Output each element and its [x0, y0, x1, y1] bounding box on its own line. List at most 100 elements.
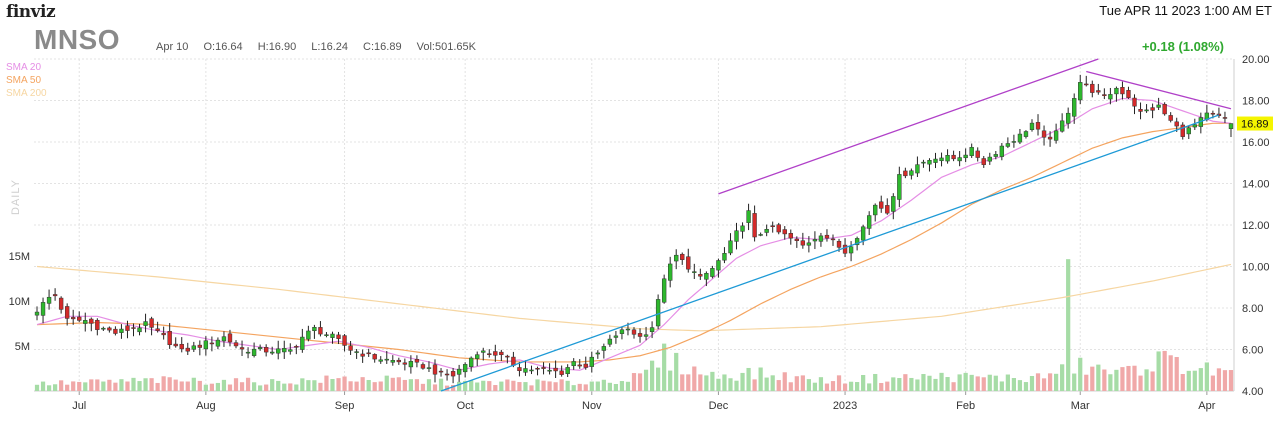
volume-bar	[824, 383, 830, 391]
volume-bar	[432, 384, 438, 391]
candle-body	[167, 330, 172, 345]
volume-bar	[529, 385, 534, 391]
candle-body	[1047, 136, 1053, 140]
volume-bar	[71, 381, 76, 391]
volume-bar	[1090, 366, 1095, 391]
volume-bar	[173, 379, 178, 391]
candle-body	[330, 333, 335, 338]
volume-tick-label: 5M	[15, 341, 30, 353]
candle-body	[173, 343, 178, 347]
volume-bar	[101, 381, 106, 391]
candle-body	[643, 334, 649, 337]
candle-body	[891, 196, 896, 212]
volume-bar	[318, 382, 323, 391]
candle-body	[1102, 94, 1107, 96]
volume-bar	[656, 367, 661, 391]
volume-bar	[294, 384, 299, 391]
volume-bar	[107, 379, 112, 391]
volume-bar	[1222, 370, 1228, 391]
candle-body	[1132, 97, 1137, 107]
candle-body	[1114, 87, 1119, 95]
candle-body	[1162, 104, 1167, 115]
candle-body	[83, 320, 88, 324]
volume-bar	[523, 382, 528, 391]
volume-bar	[354, 381, 359, 391]
high-value: H:16.90	[257, 41, 297, 53]
volume-bar	[185, 381, 190, 391]
candle-body	[613, 335, 619, 338]
candle-body	[529, 369, 534, 372]
volume-bar	[740, 372, 745, 391]
candle-body	[1174, 121, 1179, 127]
y-tick-label: 20.00	[1242, 54, 1270, 66]
volume-bar	[1078, 357, 1083, 391]
candle-body	[107, 327, 112, 331]
candle-body	[155, 328, 160, 331]
volume-bar	[336, 378, 341, 391]
volume-bar	[897, 378, 902, 391]
volume-bar	[963, 372, 968, 391]
volume-bar	[1150, 371, 1155, 391]
candle-body	[794, 238, 799, 241]
candle-body	[149, 318, 154, 328]
volume-bar	[933, 378, 938, 391]
volume-bar	[728, 378, 733, 391]
candle-body	[559, 370, 564, 375]
candle-body	[227, 333, 233, 343]
candle-body	[294, 346, 299, 348]
volume-bar	[1041, 378, 1047, 391]
volume-bar	[559, 379, 564, 391]
volume-bar	[734, 380, 739, 391]
volume-bar	[342, 376, 347, 391]
candle-body	[1096, 90, 1101, 93]
x-tick-label: Mar	[1071, 400, 1090, 412]
volume-bar	[861, 375, 866, 391]
finviz-logo[interactable]: finviz	[6, 2, 56, 22]
volume-bar	[975, 376, 980, 391]
volume-bar	[420, 383, 426, 391]
volume-bar	[137, 381, 142, 391]
candle-body	[999, 145, 1005, 157]
candle-body	[704, 273, 709, 280]
candle-body	[245, 351, 251, 354]
candle-body	[571, 361, 576, 367]
volume-bar	[438, 378, 444, 391]
close-value: C:16.89	[363, 41, 402, 53]
volume-bar	[1072, 373, 1077, 391]
candle-body	[619, 329, 625, 334]
candle-body	[1084, 83, 1089, 86]
volume-bar	[245, 377, 251, 391]
candle-body	[842, 244, 848, 254]
sma-200-line	[36, 263, 1232, 332]
candle-body	[1108, 94, 1113, 100]
volume-bar	[1120, 367, 1125, 391]
datetime-label: Tue APR 11 2023 1:00 AM ET	[1099, 3, 1272, 18]
candle-body	[692, 271, 697, 273]
candle-body	[854, 238, 860, 246]
candle-body	[782, 229, 787, 235]
candle-body	[1029, 122, 1035, 131]
candle-body	[728, 240, 733, 254]
x-tick-label: 2023	[833, 400, 857, 412]
candle-body	[1156, 104, 1161, 108]
candle-body	[879, 201, 884, 209]
volume-bar	[34, 384, 40, 391]
volume-bar	[1132, 365, 1137, 391]
volume-bar	[1216, 368, 1222, 391]
candle-body	[909, 170, 914, 176]
volume-bar	[686, 374, 691, 391]
volume-bar	[1084, 374, 1089, 391]
volume-bar	[613, 384, 619, 391]
volume-bar	[993, 375, 998, 391]
candle-body	[215, 339, 221, 347]
volume-bar	[806, 379, 811, 391]
volume-bar	[493, 385, 498, 391]
volume-bar	[879, 382, 884, 391]
candle-body	[1144, 109, 1149, 112]
candle-body	[607, 338, 613, 345]
volume-bar	[939, 372, 944, 391]
y-tick-label: 16.00	[1242, 137, 1270, 149]
candle-body	[535, 367, 540, 370]
candle-body	[499, 351, 504, 356]
candle-body	[770, 225, 775, 227]
